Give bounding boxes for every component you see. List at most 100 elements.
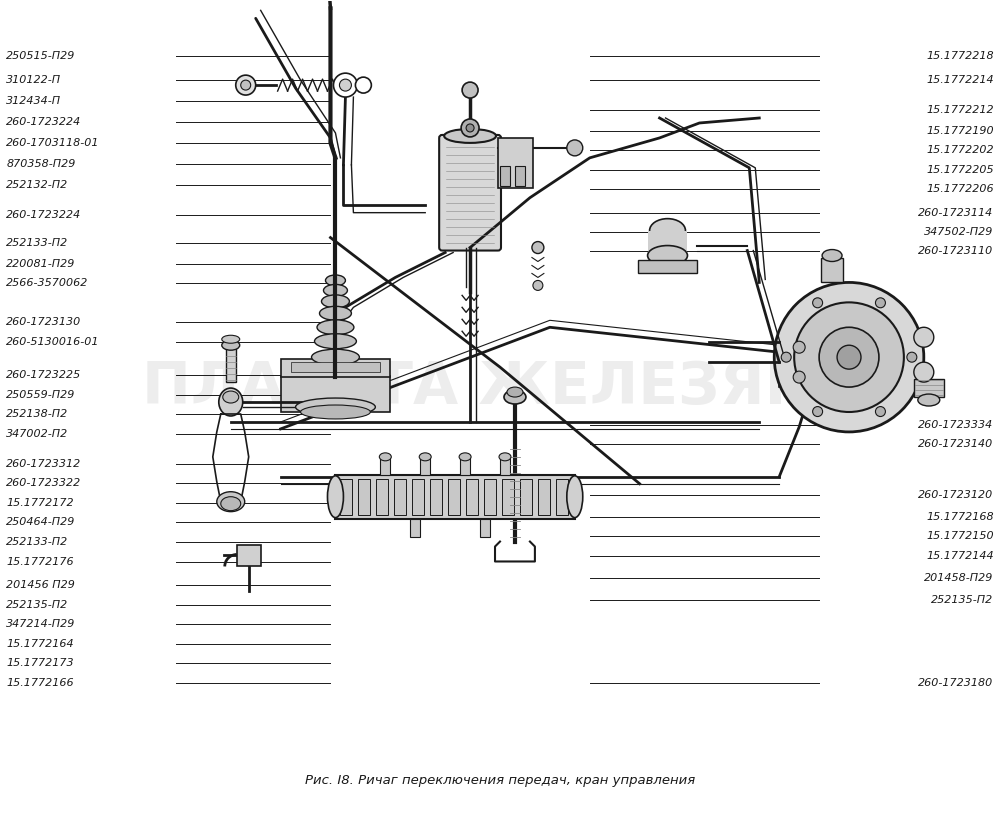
Circle shape <box>914 328 934 347</box>
Ellipse shape <box>648 246 687 266</box>
Bar <box>520 479 532 515</box>
Circle shape <box>466 124 474 132</box>
Text: 260-1723322: 260-1723322 <box>6 479 82 489</box>
Ellipse shape <box>221 497 241 511</box>
Circle shape <box>339 79 351 91</box>
Text: Рис. I8. Ричаг переключения передач, кран управления: Рис. I8. Ричаг переключения передач, кра… <box>305 775 695 788</box>
Circle shape <box>781 352 791 362</box>
Circle shape <box>794 302 904 412</box>
Circle shape <box>355 77 371 93</box>
Text: 260-1723110: 260-1723110 <box>918 247 994 257</box>
Text: 260-1723312: 260-1723312 <box>6 459 82 469</box>
Circle shape <box>333 74 357 97</box>
Text: 15.1772172: 15.1772172 <box>6 498 74 508</box>
Bar <box>430 479 442 515</box>
Text: 15.1772202: 15.1772202 <box>926 145 994 155</box>
Bar <box>412 479 424 515</box>
Text: 347214-П29: 347214-П29 <box>6 619 76 629</box>
Text: 15.1772214: 15.1772214 <box>926 74 994 84</box>
Circle shape <box>914 362 934 382</box>
Bar <box>448 479 460 515</box>
Text: 260-1723224: 260-1723224 <box>6 117 82 127</box>
Ellipse shape <box>444 129 496 143</box>
Bar <box>914 379 944 397</box>
Text: 15.1772150: 15.1772150 <box>926 531 994 542</box>
Text: 312434-П: 312434-П <box>6 96 62 105</box>
Bar <box>466 479 478 515</box>
Ellipse shape <box>379 453 391 461</box>
Bar <box>538 479 550 515</box>
Circle shape <box>236 75 256 95</box>
Text: 220081-П29: 220081-П29 <box>6 258 76 269</box>
Circle shape <box>813 298 823 308</box>
Ellipse shape <box>567 475 583 518</box>
Bar <box>394 479 406 515</box>
Text: 15.1772205: 15.1772205 <box>926 165 994 175</box>
Text: 15.1772144: 15.1772144 <box>926 551 994 561</box>
Bar <box>340 479 352 515</box>
Text: 347502-П29: 347502-П29 <box>924 227 994 237</box>
Circle shape <box>241 80 251 90</box>
Circle shape <box>813 407 823 417</box>
Ellipse shape <box>320 306 351 320</box>
Circle shape <box>462 83 478 98</box>
Circle shape <box>875 298 885 308</box>
FancyBboxPatch shape <box>439 135 501 251</box>
Text: 15.1772166: 15.1772166 <box>6 678 74 688</box>
Bar <box>480 519 490 537</box>
Ellipse shape <box>222 335 240 343</box>
Circle shape <box>533 280 543 290</box>
Text: 15.1772173: 15.1772173 <box>6 659 74 668</box>
Bar <box>237 545 261 566</box>
Text: 252135-П2: 252135-П2 <box>931 595 994 605</box>
Text: 252133-П2: 252133-П2 <box>6 239 69 248</box>
Text: 201456 П29: 201456 П29 <box>6 580 75 590</box>
Ellipse shape <box>222 340 240 350</box>
Ellipse shape <box>317 319 354 335</box>
Text: 260-1723225: 260-1723225 <box>6 370 82 380</box>
Ellipse shape <box>499 453 511 461</box>
Ellipse shape <box>219 388 243 416</box>
Bar <box>358 479 370 515</box>
Text: 260-1723130: 260-1723130 <box>6 317 82 327</box>
Text: 15.1772218: 15.1772218 <box>926 51 994 61</box>
Circle shape <box>532 242 544 253</box>
Text: 260-1703118-01: 260-1703118-01 <box>6 138 100 148</box>
Ellipse shape <box>321 295 349 308</box>
Text: 252133-П2: 252133-П2 <box>6 537 69 547</box>
Text: 15.1772190: 15.1772190 <box>926 126 994 136</box>
Text: 252138-П2: 252138-П2 <box>6 409 69 419</box>
Text: 252132-П2: 252132-П2 <box>6 180 69 190</box>
Ellipse shape <box>822 249 842 261</box>
Text: 2566-3570062: 2566-3570062 <box>6 278 89 288</box>
Ellipse shape <box>419 453 431 461</box>
Bar <box>648 230 687 256</box>
Bar <box>380 457 390 475</box>
Bar <box>500 457 510 475</box>
Circle shape <box>461 119 479 137</box>
Circle shape <box>907 352 917 362</box>
Text: 870358-П29: 870358-П29 <box>6 159 76 169</box>
Ellipse shape <box>312 349 359 365</box>
Text: 260-1723114: 260-1723114 <box>918 208 994 218</box>
Bar <box>376 479 388 515</box>
Text: 260-5130016-01: 260-5130016-01 <box>6 337 100 346</box>
Bar <box>226 347 236 382</box>
Ellipse shape <box>504 390 526 404</box>
Bar <box>281 376 390 412</box>
Ellipse shape <box>325 275 345 286</box>
Ellipse shape <box>217 492 245 511</box>
Bar <box>500 166 510 185</box>
Ellipse shape <box>327 475 343 518</box>
Circle shape <box>774 283 924 432</box>
Bar <box>638 260 697 274</box>
Text: 252135-П2: 252135-П2 <box>6 600 69 609</box>
Text: 260-1723180: 260-1723180 <box>918 678 994 688</box>
Text: 15.1772168: 15.1772168 <box>926 511 994 522</box>
Bar <box>502 479 514 515</box>
Bar <box>484 479 496 515</box>
Text: 15.1772206: 15.1772206 <box>926 185 994 194</box>
Bar <box>281 359 390 377</box>
Text: 260-1723334: 260-1723334 <box>918 420 994 430</box>
Text: 250464-П29: 250464-П29 <box>6 517 76 528</box>
